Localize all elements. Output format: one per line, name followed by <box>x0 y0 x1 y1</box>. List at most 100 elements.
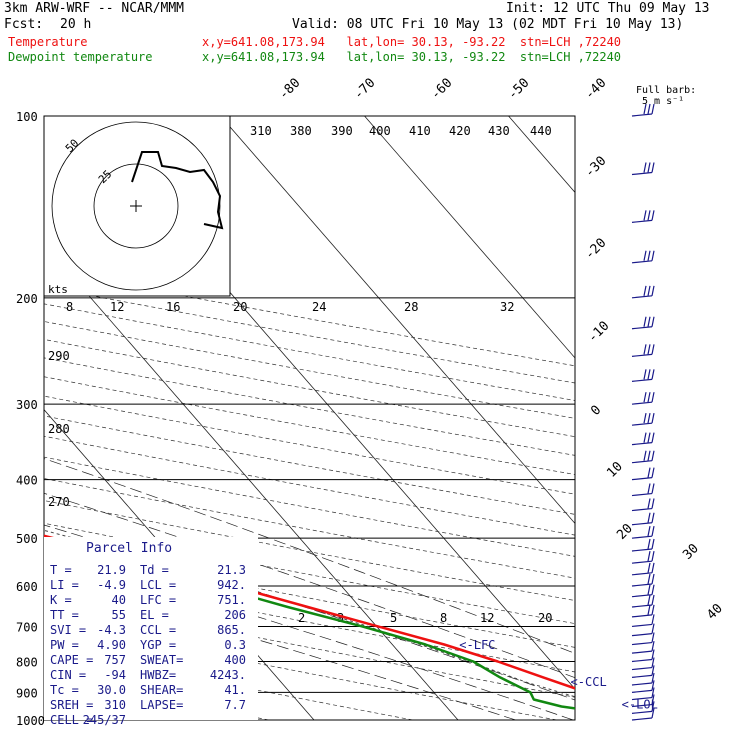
wind-barb <box>631 512 655 526</box>
wind-barb <box>631 413 655 426</box>
temperature-tick-label: -70 <box>351 76 378 103</box>
wind-barb-flag <box>643 316 647 327</box>
wind-barb <box>631 687 655 701</box>
wind-barb-staff <box>631 614 653 618</box>
parcel-value: 245/37 <box>83 713 126 727</box>
wind-barb-staff <box>631 696 653 701</box>
parcel-value: 30.0 <box>97 683 126 697</box>
theta-label: 390 <box>331 124 353 138</box>
parcel-key: CIN = <box>50 668 86 682</box>
isotherm-line <box>364 116 575 359</box>
temperature-tick-label: 0 <box>588 403 604 419</box>
wind-barb-flag <box>647 538 651 550</box>
wind-barb-flag <box>647 573 651 585</box>
wind-barb-flag <box>651 594 655 606</box>
pressure-label: 200 <box>16 292 38 306</box>
wind-barb-flag <box>651 467 655 478</box>
parcel-key: CCL = <box>140 623 176 637</box>
theta-label: 430 <box>488 124 510 138</box>
parcel-key: CELL = <box>50 713 93 727</box>
wind-barb-flag <box>651 649 655 660</box>
parcel-key: CAPE = <box>50 653 93 667</box>
wind-barbs: Full barb:5 m s⁻¹ <box>631 85 696 721</box>
parcel-value: 0.3 <box>224 638 246 652</box>
wind-barb-flag <box>651 707 655 719</box>
parcel-key: Tc = <box>50 683 79 697</box>
mixing-ratio-label: 32 <box>500 300 514 314</box>
wind-barb-flag <box>651 657 655 668</box>
wind-barb-flag <box>647 285 651 296</box>
wind-barb-flag <box>651 103 655 115</box>
wind-barb-flag <box>647 483 651 494</box>
wind-barb-staff <box>631 717 653 721</box>
parcel-value: 21.3 <box>217 563 246 577</box>
wind-barb-flag <box>651 512 655 523</box>
wind-barb-flag <box>651 432 655 443</box>
parcel-info-panel: Parcel Info T = 21.9 Td = 21.3 LI = -4.9 LCL = 9… <box>44 537 258 727</box>
temperature-tick-label: 40 <box>704 601 726 623</box>
wind-barb-staff <box>631 219 653 223</box>
wind-barb-flag <box>647 512 651 523</box>
wind-barb <box>631 665 655 678</box>
parcel-key: SWEAT= <box>140 653 183 667</box>
dry-adiabat-line <box>44 478 575 579</box>
dry-adiabat-label: 270 <box>48 495 70 509</box>
wind-barb-flag <box>651 538 655 550</box>
wind-barb <box>631 594 655 608</box>
parcel-panel-bg <box>44 537 258 720</box>
wind-barb-flag <box>651 573 655 585</box>
wind-barb <box>631 641 655 654</box>
wind-barb-flag <box>651 665 655 676</box>
temperature-tick-label: -20 <box>582 236 609 263</box>
theta-label: 380 <box>290 124 312 138</box>
dry-adiabat-label: 280 <box>48 422 70 436</box>
wind-barb-flag <box>647 526 651 537</box>
wind-barb-staff <box>631 633 653 637</box>
wind-barb-staff <box>631 641 653 646</box>
wind-barb-flag <box>651 392 655 403</box>
wind-barb-staff <box>631 492 653 497</box>
valid-time: Valid: 08 UTC Fri 10 May 13 (02 MDT Fri … <box>292 17 684 32</box>
wind-barb-staff <box>631 522 653 526</box>
wind-barb-staff <box>631 674 653 678</box>
dry-adiabat-line <box>44 286 575 384</box>
parcel-title: Parcel Info <box>86 541 172 556</box>
parcel-path <box>44 529 575 698</box>
wind-barb-flag <box>643 344 647 355</box>
wind-barb <box>631 250 655 264</box>
parcel-key: YGP = <box>140 638 176 652</box>
wind-barb <box>631 672 655 686</box>
parcel-value: 4.90 <box>97 638 126 652</box>
wind-barb <box>631 573 655 587</box>
pressure-label: 800 <box>16 655 38 669</box>
mixing-ratio-label: 12 <box>110 300 124 314</box>
wind-barb <box>631 632 655 646</box>
wind-barb <box>631 103 655 117</box>
mixing-ratio-label: 28 <box>404 300 418 314</box>
level-marker: <-LOL <box>622 697 658 711</box>
pressure-label: 1000 <box>16 714 45 728</box>
wind-barb-staff <box>631 401 653 405</box>
pressure-label: 900 <box>16 686 38 700</box>
wind-barb-staff <box>631 703 653 708</box>
wind-barb-flag <box>643 285 647 296</box>
parcel-value: 4243. <box>210 668 246 682</box>
wind-barb-staff <box>631 689 653 693</box>
wind-barb-flag <box>643 369 647 380</box>
wind-barb-staff <box>631 442 653 446</box>
wind-barb-flag <box>647 316 651 327</box>
level-marker: <-CCL <box>571 675 607 689</box>
theta-label: 440 <box>530 124 552 138</box>
temperature-legend-name: Temperature <box>8 35 88 49</box>
theta-label: 410 <box>409 124 431 138</box>
hodograph-ring-50 <box>51 121 221 291</box>
parcel-value: 757 <box>104 653 126 667</box>
level-markers: <-EL<-LFC<-CCL<-LOL <box>459 638 658 711</box>
wind-barb <box>631 210 655 223</box>
mixing-ratio-label: 20 <box>538 611 552 625</box>
wind-barb <box>631 483 655 497</box>
wind-barb-flag <box>643 432 647 443</box>
wind-barb <box>631 562 655 576</box>
